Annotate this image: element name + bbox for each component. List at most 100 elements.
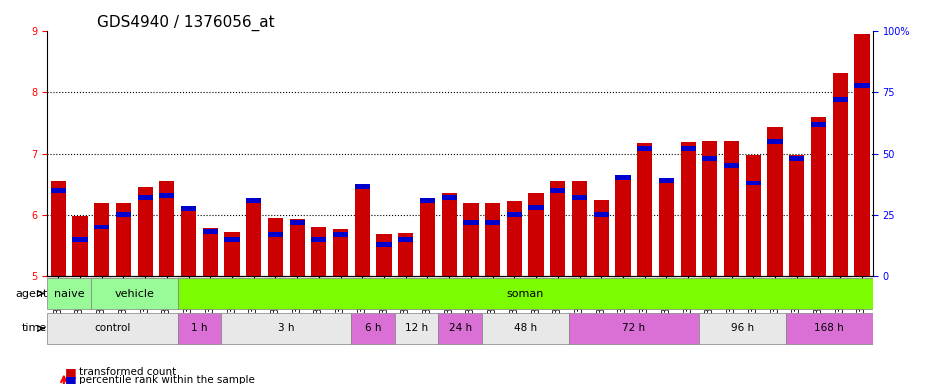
Bar <box>354 184 370 189</box>
Text: vehicle: vehicle <box>115 288 154 298</box>
Bar <box>376 234 391 276</box>
Bar <box>832 97 848 102</box>
Bar <box>51 181 66 276</box>
Bar <box>789 156 805 161</box>
Bar <box>808 276 830 278</box>
Bar <box>699 276 721 278</box>
FancyBboxPatch shape <box>178 278 873 309</box>
Text: 168 h: 168 h <box>814 323 845 333</box>
Bar <box>811 122 826 127</box>
FancyBboxPatch shape <box>47 278 91 309</box>
Bar <box>94 203 109 276</box>
Bar <box>308 276 329 278</box>
Bar <box>246 198 262 203</box>
Bar <box>855 34 870 276</box>
FancyBboxPatch shape <box>438 313 482 344</box>
Text: 72 h: 72 h <box>623 323 646 333</box>
Text: transformed count: transformed count <box>79 367 176 377</box>
Bar <box>746 155 761 276</box>
Bar <box>47 276 69 278</box>
Bar <box>312 227 327 276</box>
Bar <box>156 276 178 278</box>
Bar <box>572 195 587 200</box>
Text: naive: naive <box>54 288 84 298</box>
Bar <box>352 276 373 278</box>
Bar <box>91 276 113 278</box>
FancyBboxPatch shape <box>352 313 395 344</box>
Bar <box>572 181 587 276</box>
Text: 3 h: 3 h <box>278 323 294 333</box>
FancyBboxPatch shape <box>221 313 352 344</box>
FancyBboxPatch shape <box>91 278 178 309</box>
Bar <box>116 212 131 217</box>
FancyBboxPatch shape <box>699 313 786 344</box>
Bar <box>525 276 547 278</box>
Text: ■: ■ <box>65 374 77 384</box>
Text: 96 h: 96 h <box>731 323 754 333</box>
Bar <box>550 181 565 276</box>
Text: 24 h: 24 h <box>449 323 472 333</box>
Bar <box>333 232 348 237</box>
Bar <box>225 237 240 242</box>
Bar <box>265 276 287 278</box>
Bar <box>659 178 674 183</box>
Bar <box>69 276 91 278</box>
Bar <box>485 203 500 276</box>
Bar <box>590 276 612 278</box>
Bar <box>612 276 634 278</box>
Bar <box>72 237 88 242</box>
Bar <box>768 139 783 144</box>
Bar <box>615 175 631 180</box>
Bar <box>398 233 413 276</box>
Bar <box>463 203 478 276</box>
Text: 6 h: 6 h <box>365 323 381 333</box>
Bar <box>159 181 175 276</box>
Bar <box>225 232 240 276</box>
Bar <box>746 180 761 185</box>
FancyBboxPatch shape <box>482 313 569 344</box>
Bar <box>200 276 221 278</box>
FancyBboxPatch shape <box>178 313 221 344</box>
Bar <box>681 142 696 276</box>
Bar <box>786 276 808 278</box>
Bar <box>463 220 478 225</box>
FancyBboxPatch shape <box>569 313 699 344</box>
Bar <box>503 276 525 278</box>
Bar <box>181 205 196 276</box>
Bar <box>832 73 848 276</box>
Bar <box>482 276 503 278</box>
Bar <box>637 146 652 151</box>
Bar <box>851 276 873 278</box>
Text: agent: agent <box>15 288 47 298</box>
Bar <box>243 276 265 278</box>
Bar <box>138 195 153 200</box>
Bar <box>113 276 134 278</box>
Bar <box>373 276 395 278</box>
Text: 12 h: 12 h <box>405 323 428 333</box>
Bar <box>507 212 522 217</box>
Bar <box>724 141 739 276</box>
Bar <box>159 193 175 198</box>
Text: 48 h: 48 h <box>513 323 536 333</box>
Bar <box>203 230 218 234</box>
Bar <box>659 178 674 276</box>
Text: time: time <box>22 323 47 333</box>
Bar <box>438 276 460 278</box>
Bar <box>354 184 370 276</box>
Bar <box>376 242 391 247</box>
Bar <box>395 276 416 278</box>
Text: soman: soman <box>507 288 544 298</box>
Bar <box>485 220 500 225</box>
Bar <box>721 276 743 278</box>
Bar <box>702 156 718 161</box>
Bar <box>134 276 156 278</box>
Bar <box>333 229 348 276</box>
Bar <box>528 205 544 210</box>
Bar <box>416 276 438 278</box>
Bar <box>547 276 569 278</box>
Bar <box>569 276 590 278</box>
Bar <box>507 201 522 276</box>
Text: 1 h: 1 h <box>191 323 208 333</box>
Bar <box>594 200 609 276</box>
Bar <box>634 276 656 278</box>
